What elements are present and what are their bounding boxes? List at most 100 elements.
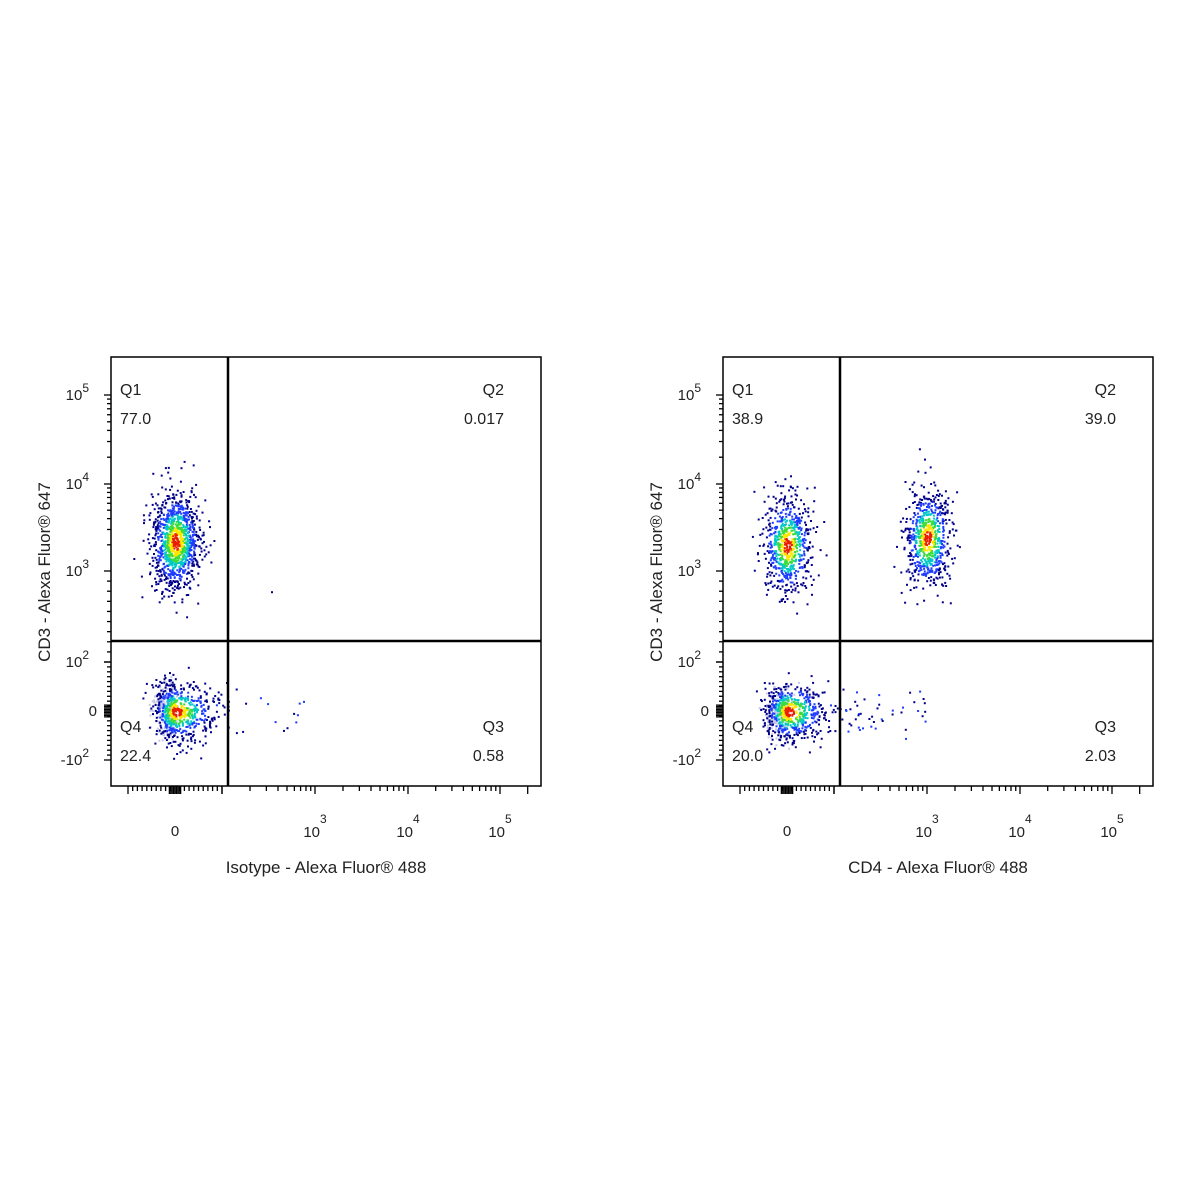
event-dot xyxy=(917,533,920,536)
event-dot xyxy=(166,549,169,552)
event-dot xyxy=(191,530,194,533)
event-dot xyxy=(921,515,924,518)
event-dot xyxy=(774,718,777,721)
event-dot xyxy=(165,691,168,694)
event-dot xyxy=(171,685,174,688)
event-dot xyxy=(802,576,805,579)
event-dot xyxy=(782,532,785,534)
event-dot xyxy=(148,562,151,565)
event-dot xyxy=(802,538,805,541)
event-dot xyxy=(157,700,160,703)
event-dot xyxy=(914,514,917,516)
event-dot xyxy=(791,552,794,555)
event-dot xyxy=(919,540,922,543)
event-dot xyxy=(783,574,786,577)
event-dot xyxy=(192,520,195,522)
event-dot xyxy=(938,567,941,570)
event-dot xyxy=(781,731,784,734)
event-dot xyxy=(192,563,195,566)
event-dot xyxy=(172,712,175,715)
event-dot xyxy=(780,711,783,714)
event-dot xyxy=(780,735,783,737)
event-dot xyxy=(769,715,772,718)
event-dot xyxy=(179,713,182,716)
event-dot xyxy=(786,575,789,578)
event-dot xyxy=(794,493,797,496)
event-dot xyxy=(793,583,796,586)
event-dot xyxy=(757,560,760,562)
event-dot xyxy=(938,551,940,554)
event-dot xyxy=(935,549,938,552)
event-dot xyxy=(780,549,783,551)
event-dot xyxy=(176,718,179,721)
event-dot xyxy=(215,704,218,707)
event-dot xyxy=(911,549,914,552)
event-dot xyxy=(186,525,189,528)
event-dot xyxy=(174,689,177,691)
event-dot xyxy=(923,563,926,566)
event-dot xyxy=(790,568,793,571)
event-dot xyxy=(186,524,188,527)
event-dot xyxy=(204,709,207,712)
event-dot xyxy=(159,680,162,683)
event-dot xyxy=(173,706,175,709)
event-dot xyxy=(768,751,771,754)
event-dot xyxy=(944,511,947,514)
event-dot xyxy=(180,541,183,544)
event-dot xyxy=(793,693,796,696)
event-dot xyxy=(169,717,171,720)
event-dot xyxy=(190,544,193,547)
event-dot xyxy=(165,705,168,708)
event-dot xyxy=(772,557,775,560)
event-dot xyxy=(205,693,208,696)
event-dot xyxy=(195,535,198,538)
event-dot xyxy=(303,700,305,703)
event-dot xyxy=(928,562,931,565)
event-dot xyxy=(168,582,171,585)
event-dot xyxy=(159,721,162,724)
event-dot xyxy=(178,540,180,543)
event-dot xyxy=(782,714,785,717)
event-dot xyxy=(202,712,205,715)
event-dot xyxy=(786,734,789,737)
event-dot xyxy=(793,539,796,542)
event-dot xyxy=(187,500,190,503)
event-dot xyxy=(800,527,803,530)
event-dot xyxy=(925,522,928,524)
event-dot xyxy=(763,722,766,725)
event-dot xyxy=(769,543,772,546)
event-dot xyxy=(927,510,930,513)
event-dot xyxy=(190,510,193,513)
event-dot xyxy=(174,527,177,530)
quadrant-name: Q4 xyxy=(120,719,141,736)
quadrant-name: Q1 xyxy=(732,382,753,399)
event-dot xyxy=(909,691,912,694)
x-tick-label: 103 xyxy=(915,812,939,841)
event-dot xyxy=(175,541,178,544)
event-dot xyxy=(161,731,164,734)
event-dot xyxy=(935,545,938,548)
event-dot xyxy=(181,720,184,723)
event-dot xyxy=(842,688,845,691)
event-dot xyxy=(807,546,810,549)
event-dot xyxy=(786,502,788,505)
event-dot xyxy=(181,547,184,550)
event-dot xyxy=(909,553,912,556)
event-dot xyxy=(155,720,158,722)
event-dot xyxy=(791,743,794,746)
event-dot xyxy=(166,558,169,561)
event-dot xyxy=(771,738,774,741)
event-dot xyxy=(772,561,775,564)
event-dot xyxy=(798,518,801,521)
event-dot xyxy=(793,551,796,553)
event-dot xyxy=(188,542,191,545)
event-dot xyxy=(176,547,179,550)
event-dot xyxy=(199,537,202,540)
event-dot xyxy=(163,523,166,526)
event-dot xyxy=(187,666,190,669)
event-dot xyxy=(198,566,201,568)
event-dot xyxy=(791,501,793,504)
event-dot xyxy=(181,722,184,725)
